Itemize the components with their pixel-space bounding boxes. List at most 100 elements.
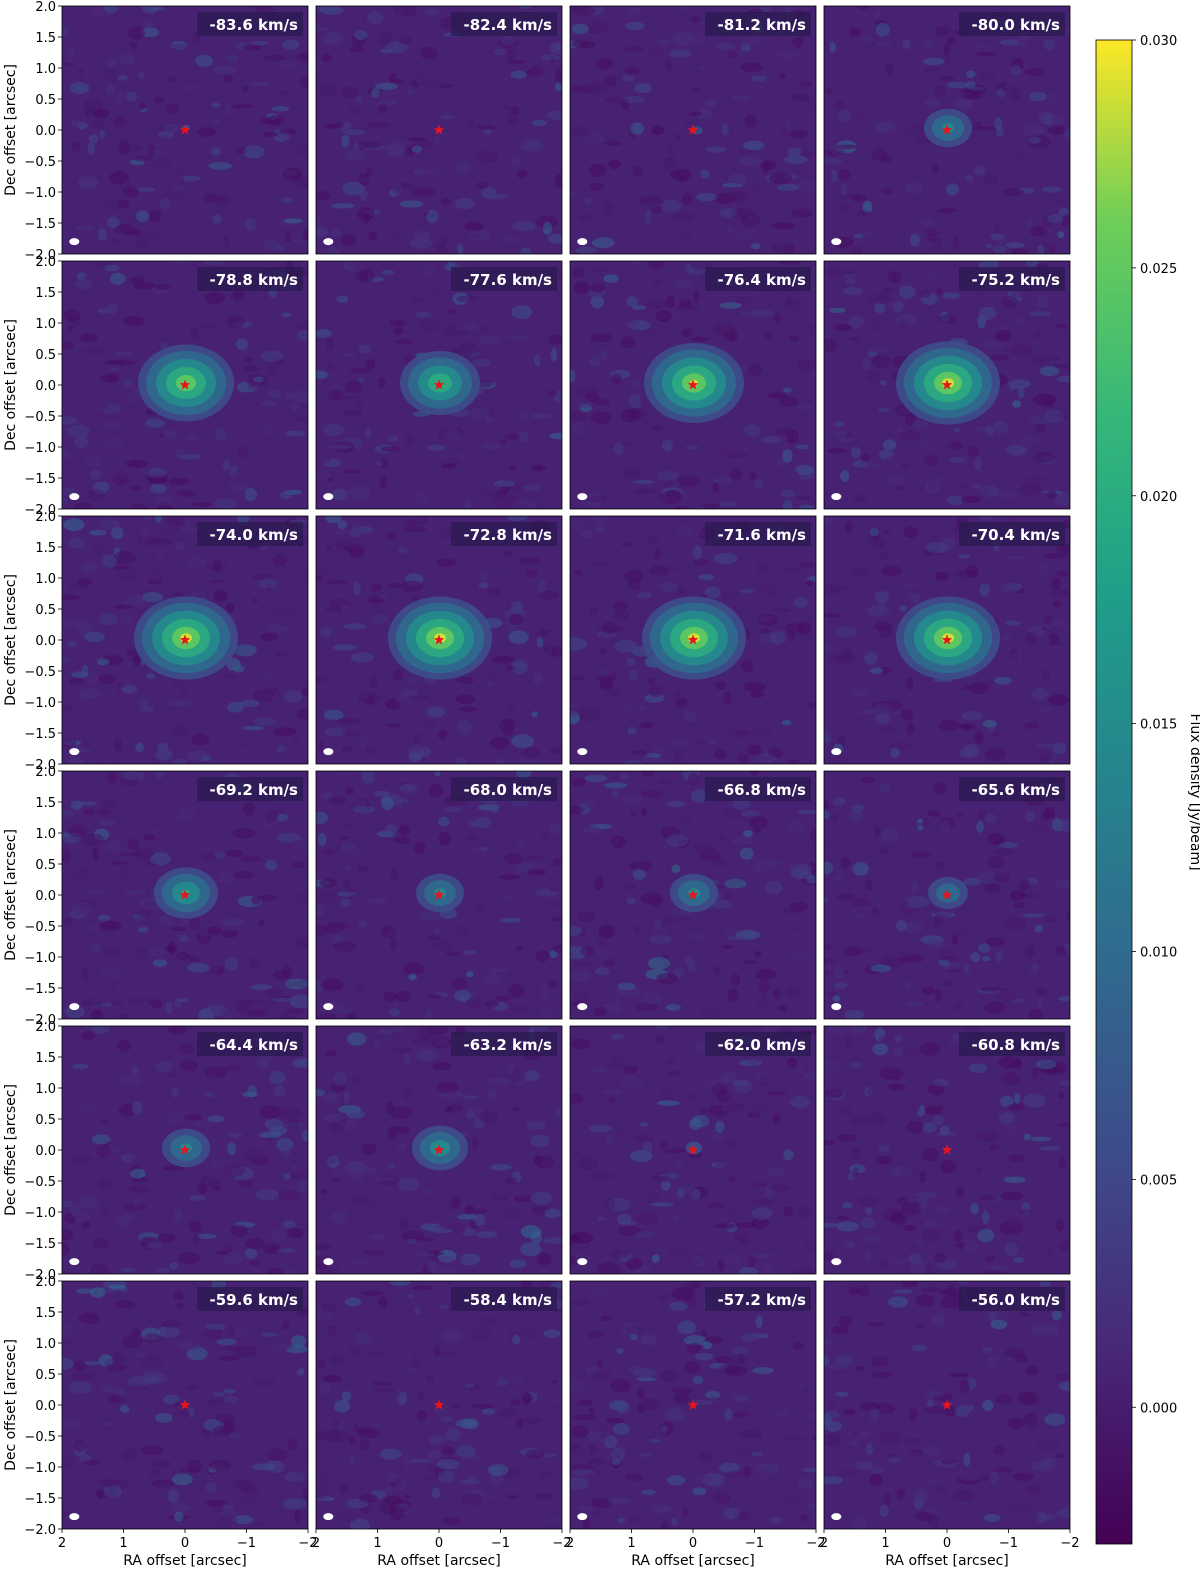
noise-blob [454,162,471,174]
noise-blob [945,183,959,196]
noise-blob [721,1105,742,1114]
noise-blob [673,1393,690,1405]
noise-blob [403,1052,411,1065]
noise-blob [282,39,300,51]
noise-blob [297,1166,304,1174]
noise-blob [327,917,344,922]
channel-panel: -70.4 km/s [823,515,1071,765]
noise-blob [536,1343,552,1355]
noise-blob [129,486,142,491]
noise-blob [633,488,657,494]
noise-blob [849,1287,861,1296]
noise-blob [678,6,686,12]
beam-ellipse [831,493,842,501]
noise-blob [964,174,974,182]
noise-field [62,6,308,252]
noise-blob [214,65,237,75]
noise-blob [152,959,168,967]
noise-blob [724,878,747,889]
noise-blob [1055,946,1067,956]
noise-blob [74,502,93,509]
noise-blob [1053,363,1070,369]
noise-blob [513,499,536,509]
noise-blob [272,728,287,738]
noise-blob [906,1120,924,1134]
noise-blob [349,1222,360,1231]
noise-blob [353,142,360,151]
noise-blob [1025,810,1035,823]
noise-blob [673,279,693,288]
noise-blob [784,155,808,164]
noise-blob [276,744,286,754]
noise-blob [472,1136,479,1150]
noise-blob [325,1050,337,1057]
noise-blob [424,168,446,175]
y-tick-label: −2.0 [24,1523,56,1538]
noise-blob [590,333,613,343]
noise-blob [613,601,629,611]
noise-blob [826,1089,843,1099]
noise-blob [349,1436,357,1446]
noise-blob [872,231,886,240]
y-tick-label: 2.0 [35,1275,56,1290]
noise-blob [1033,329,1042,339]
noise-blob [677,1320,697,1335]
noise-blob [357,1428,381,1438]
noise-blob [77,801,97,806]
noise-blob [424,691,440,705]
noise-blob [456,1445,476,1458]
noise-blob [784,567,802,573]
noise-blob [632,868,646,880]
noise-blob [426,209,439,224]
noise-blob [704,476,713,484]
noise-blob [604,97,628,104]
noise-blob [584,774,608,783]
noise-blob [598,174,616,179]
noise-blob [870,346,892,353]
source-star-icon [179,1399,191,1410]
noise-blob [531,413,552,419]
noise-blob [385,723,403,728]
noise-blob [922,57,946,65]
noise-blob [365,897,388,905]
noise-blob [650,1202,674,1207]
panel-frame [569,770,817,1020]
noise-blob [359,828,376,843]
noise-blob [394,6,417,17]
colorbar-gradient [1095,39,1133,1545]
noise-blob [599,677,614,691]
noise-blob [107,371,120,383]
noise-blob [621,95,645,104]
noise-blob [177,1252,200,1265]
noise-blob [345,787,354,795]
noise-blob [896,920,907,932]
noise-blob [651,206,662,215]
noise-blob [540,992,549,1002]
colorbar-label: Flux density [Jy/beam] [1187,713,1200,870]
noise-blob [163,1165,185,1171]
noise-blob [674,689,681,700]
noise-blob [266,115,286,126]
noise-blob [212,1391,225,1397]
noise-blob [696,682,706,695]
velocity-label-box [197,1032,303,1056]
noise-blob [121,1267,137,1273]
noise-blob [85,1408,104,1422]
channel-panel: -63.2 km/s [315,1025,563,1275]
noise-blob [178,453,202,460]
noise-blob [898,605,908,612]
noise-blob [714,681,727,690]
noise-blob [640,807,648,816]
y-tick-label: −1.5 [24,982,56,997]
noise-blob [580,568,591,576]
noise-blob [913,1489,929,1503]
noise-blob [1014,317,1024,325]
noise-blob [726,1470,745,1479]
noise-blob [974,165,986,176]
noise-blob [456,676,475,684]
noise-blob [351,1258,371,1264]
noise-blob [416,491,428,506]
noise-blob [296,708,308,720]
noise-blob [570,1379,586,1392]
noise-blob [96,658,110,666]
